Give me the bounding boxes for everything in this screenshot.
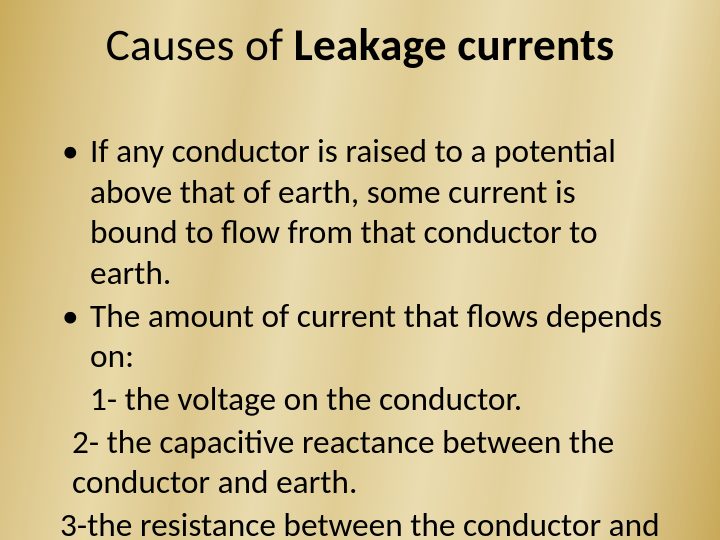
numbered-text: 1- the voltage on the conductor.: [90, 379, 670, 420]
numbered-item: 3-the resistance between the conductor a…: [58, 505, 670, 540]
bullet-item: The amount of current that flows depends…: [58, 296, 670, 377]
numbered-item: 2- the capacitive reactance between the …: [58, 422, 670, 503]
bullet-text: The amount of current that flows depends…: [90, 296, 670, 377]
bullet-item: If any conductor is raised to a potentia…: [58, 131, 670, 294]
title-part-normal: Causes of: [106, 18, 294, 73]
bullet-text: If any conductor is raised to a potentia…: [90, 131, 670, 294]
numbered-text: 3-the resistance between the conductor a…: [60, 505, 670, 540]
numbered-text: 2- the capacitive reactance between the …: [72, 422, 670, 503]
slide: Causes of Leakage currents If any conduc…: [0, 0, 720, 540]
title-part-bold: Leakage currents: [294, 18, 615, 73]
numbered-item: 1- the voltage on the conductor.: [58, 379, 670, 420]
slide-body: If any conductor is raised to a potentia…: [40, 131, 680, 540]
slide-title: Causes of Leakage currents: [40, 18, 680, 73]
